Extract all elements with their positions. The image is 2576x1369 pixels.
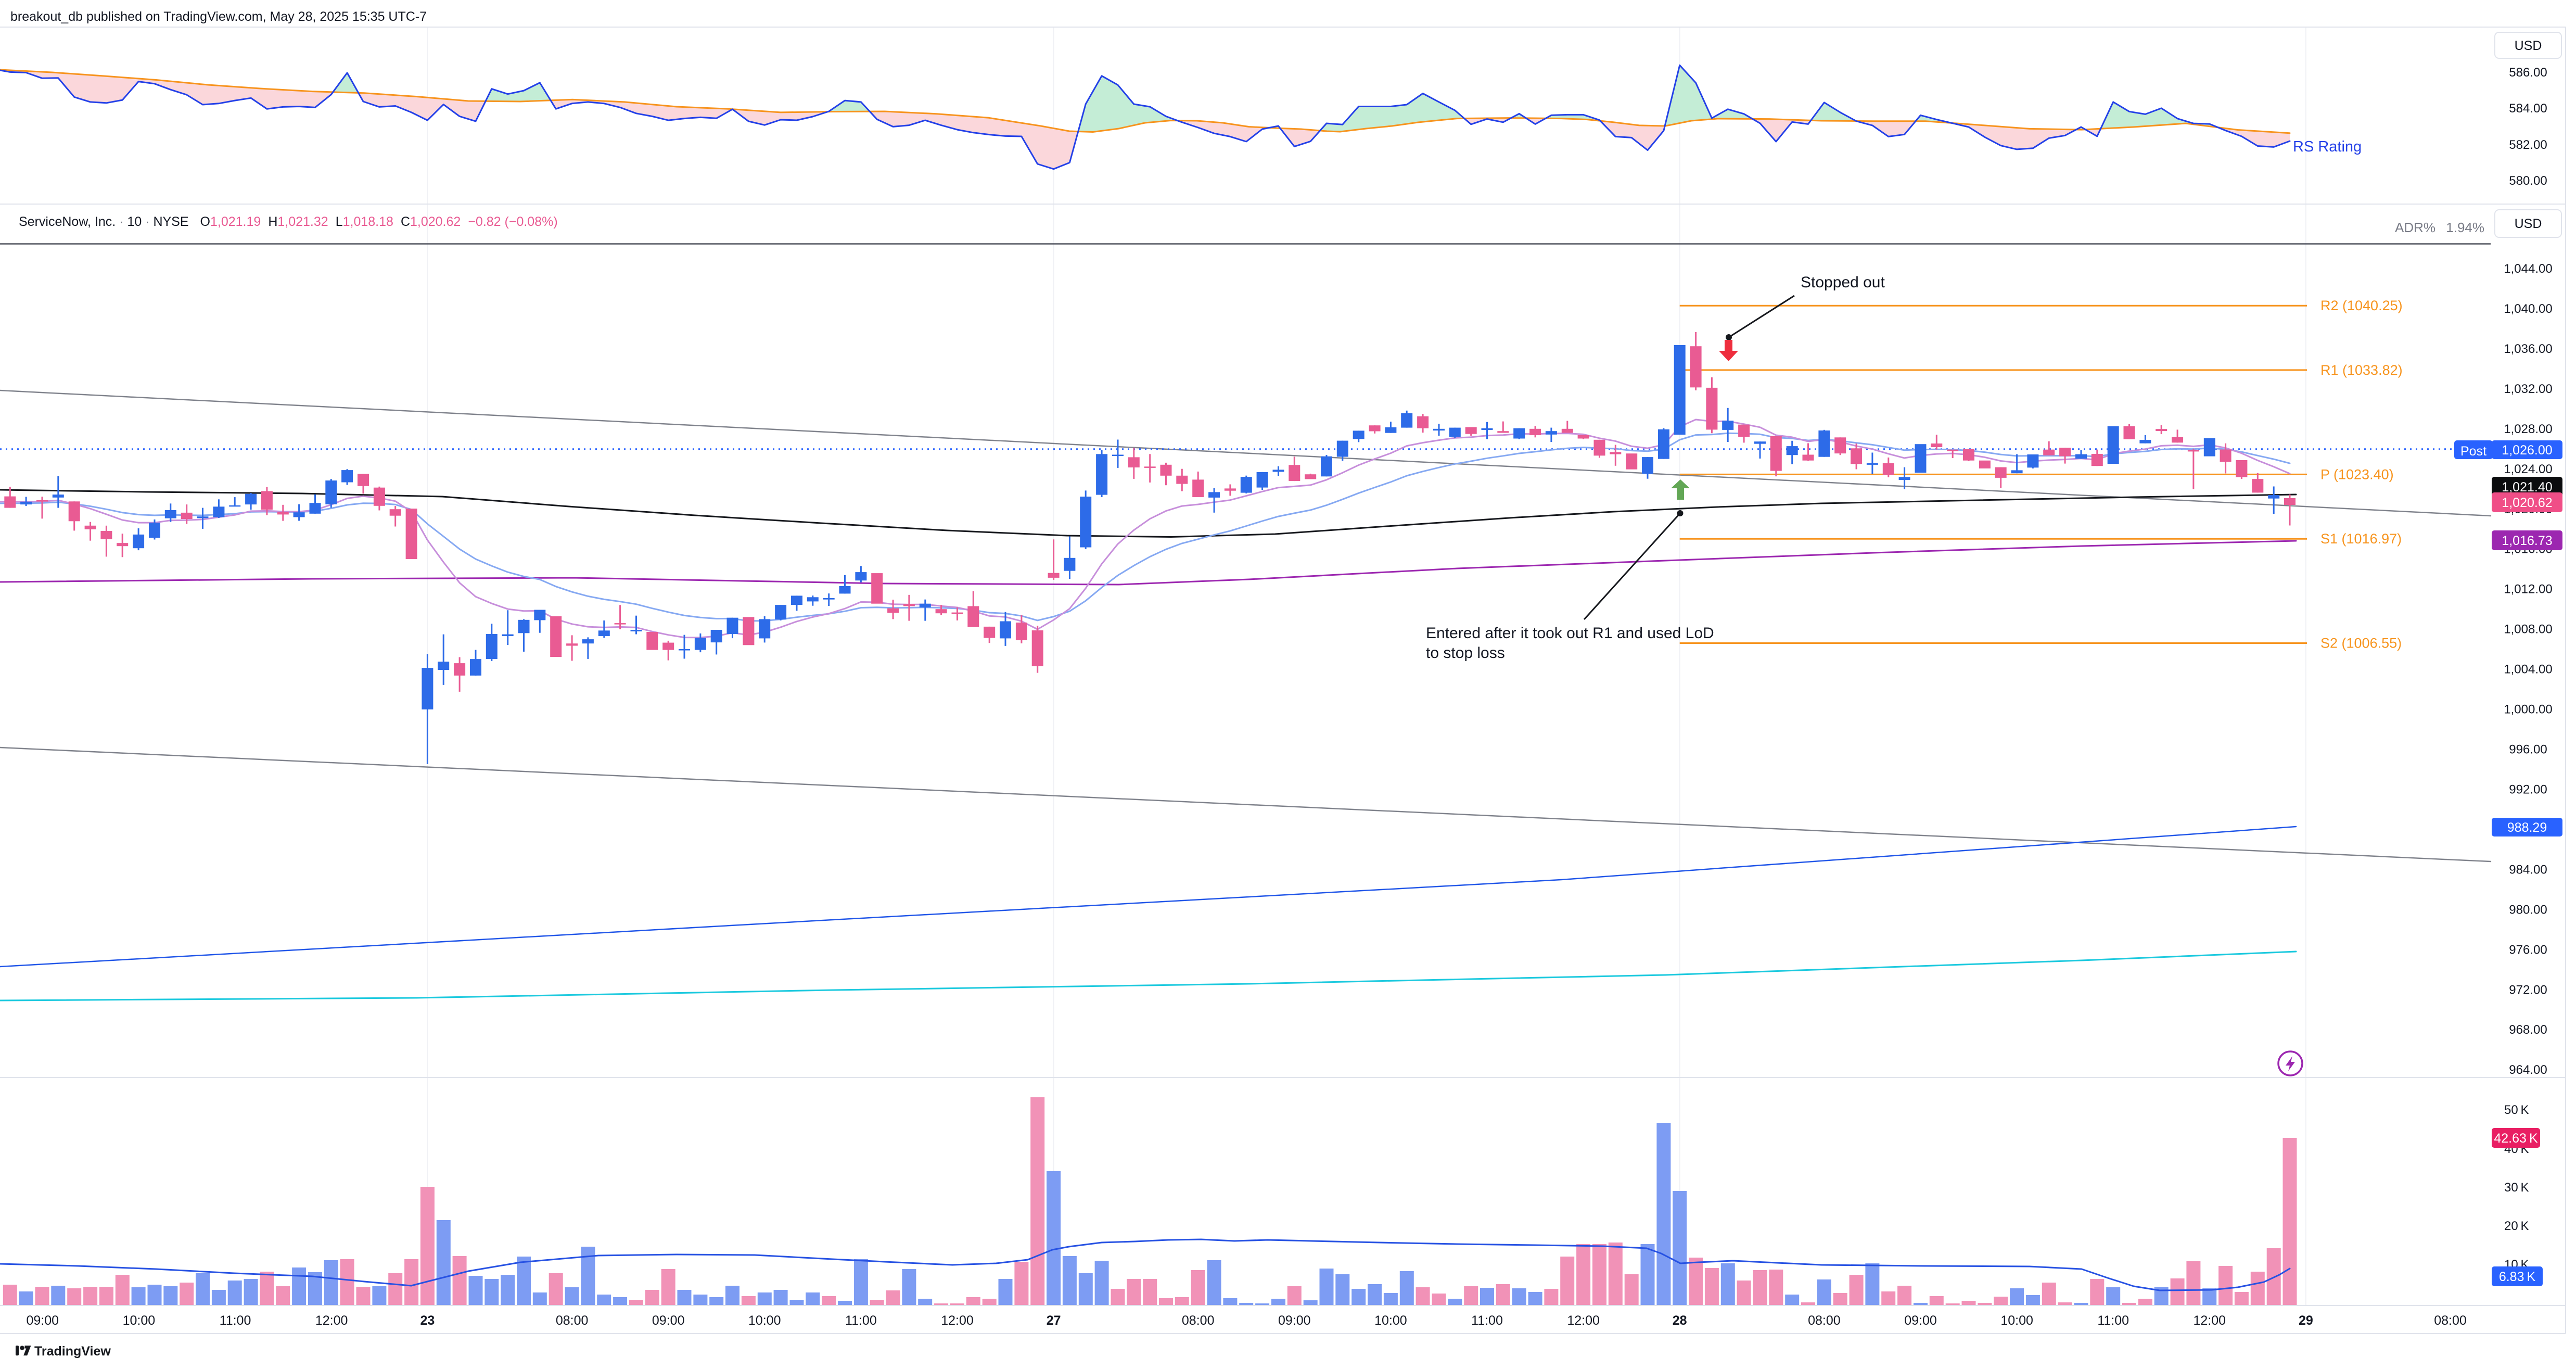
svg-text:10:00: 10:00 — [2000, 1313, 2033, 1328]
svg-text:S1 (1016.97): S1 (1016.97) — [2320, 531, 2402, 547]
svg-text:1,020.62: 1,020.62 — [2502, 496, 2552, 510]
svg-text:1,032.00: 1,032.00 — [2504, 382, 2552, 396]
svg-text:27: 27 — [1047, 1313, 1061, 1328]
svg-text:972.00: 972.00 — [2509, 983, 2547, 997]
svg-text:584.00: 584.00 — [2509, 102, 2547, 116]
svg-text:P (1023.40): P (1023.40) — [2320, 466, 2394, 482]
svg-text:Stopped out: Stopped out — [1801, 274, 1885, 291]
svg-text:R2 (1040.25): R2 (1040.25) — [2320, 298, 2403, 313]
svg-text:30 K: 30 K — [2504, 1181, 2529, 1195]
svg-text:12:00: 12:00 — [315, 1313, 348, 1328]
svg-text:1,000.00: 1,000.00 — [2504, 703, 2552, 717]
svg-text:08:00: 08:00 — [1182, 1313, 1215, 1328]
svg-text:992.00: 992.00 — [2509, 783, 2547, 797]
svg-text:968.00: 968.00 — [2509, 1023, 2547, 1037]
svg-text:Post: Post — [2460, 444, 2486, 459]
svg-text:28: 28 — [1673, 1313, 1687, 1328]
svg-text:1,028.00: 1,028.00 — [2504, 422, 2552, 436]
svg-text:1,044.00: 1,044.00 — [2504, 262, 2552, 276]
svg-text:R1 (1033.82): R1 (1033.82) — [2320, 362, 2403, 378]
svg-text:1,036.00: 1,036.00 — [2504, 342, 2552, 356]
svg-text:1,012.00: 1,012.00 — [2504, 582, 2552, 597]
svg-text:580.00: 580.00 — [2509, 174, 2547, 188]
svg-text:10:00: 10:00 — [123, 1313, 156, 1328]
svg-text:988.29: 988.29 — [2507, 820, 2547, 835]
svg-text:1,021.40: 1,021.40 — [2502, 480, 2552, 495]
svg-text:996.00: 996.00 — [2509, 743, 2547, 757]
svg-text:09:00: 09:00 — [652, 1313, 685, 1328]
svg-text:11:00: 11:00 — [1471, 1313, 1503, 1328]
svg-text:976.00: 976.00 — [2509, 943, 2547, 957]
svg-text:09:00: 09:00 — [1904, 1313, 1937, 1328]
svg-text:ADR% 1.94%: ADR% 1.94% — [2395, 220, 2484, 235]
svg-text:breakout_db published on Tradi: breakout_db published on TradingView.com… — [10, 9, 427, 24]
svg-text:582.00: 582.00 — [2509, 138, 2547, 152]
svg-text:09:00: 09:00 — [27, 1313, 59, 1328]
svg-text:RS Rating: RS Rating — [2293, 138, 2362, 155]
svg-text:1,026.00: 1,026.00 — [2502, 443, 2552, 458]
svg-text:1,008.00: 1,008.00 — [2504, 623, 2552, 637]
svg-text:10:00: 10:00 — [748, 1313, 781, 1328]
svg-text:10:00: 10:00 — [1374, 1313, 1407, 1328]
svg-text:11:00: 11:00 — [845, 1313, 877, 1328]
svg-text:to stop loss: to stop loss — [1426, 644, 1505, 662]
svg-text:USD: USD — [2515, 39, 2542, 53]
svg-text:6.83 K: 6.83 K — [2499, 1270, 2536, 1284]
svg-text:11:00: 11:00 — [220, 1313, 251, 1328]
svg-text:1,004.00: 1,004.00 — [2504, 663, 2552, 677]
svg-text:Entered after it took out R1 a: Entered after it took out R1 and used Lo… — [1426, 625, 1714, 642]
svg-text:USD: USD — [2515, 217, 2542, 231]
svg-text:50 K: 50 K — [2504, 1103, 2529, 1117]
svg-text:29: 29 — [2299, 1313, 2313, 1328]
svg-text:980.00: 980.00 — [2509, 903, 2547, 917]
svg-text:984.00: 984.00 — [2509, 863, 2547, 877]
svg-text:42.63 K: 42.63 K — [2494, 1131, 2538, 1146]
svg-text:20 K: 20 K — [2504, 1219, 2529, 1233]
svg-text:586.00: 586.00 — [2509, 66, 2547, 80]
svg-text:11:00: 11:00 — [2097, 1313, 2129, 1328]
svg-text:09:00: 09:00 — [1278, 1313, 1311, 1328]
svg-text:964.00: 964.00 — [2509, 1063, 2547, 1077]
svg-text:12:00: 12:00 — [2194, 1313, 2226, 1328]
svg-text:12:00: 12:00 — [941, 1313, 974, 1328]
svg-text:1,016.73: 1,016.73 — [2502, 534, 2552, 548]
svg-text:08:00: 08:00 — [1808, 1313, 1841, 1328]
svg-text:23: 23 — [420, 1313, 435, 1328]
svg-text:08:00: 08:00 — [556, 1313, 589, 1328]
svg-text:1,040.00: 1,040.00 — [2504, 302, 2552, 316]
svg-text:S2 (1006.55): S2 (1006.55) — [2320, 636, 2402, 651]
svg-text:08:00: 08:00 — [2434, 1313, 2467, 1328]
svg-text:12:00: 12:00 — [1567, 1313, 1600, 1328]
svg-text:TradingView: TradingView — [34, 1344, 111, 1359]
svg-text:1,024.00: 1,024.00 — [2504, 462, 2552, 476]
